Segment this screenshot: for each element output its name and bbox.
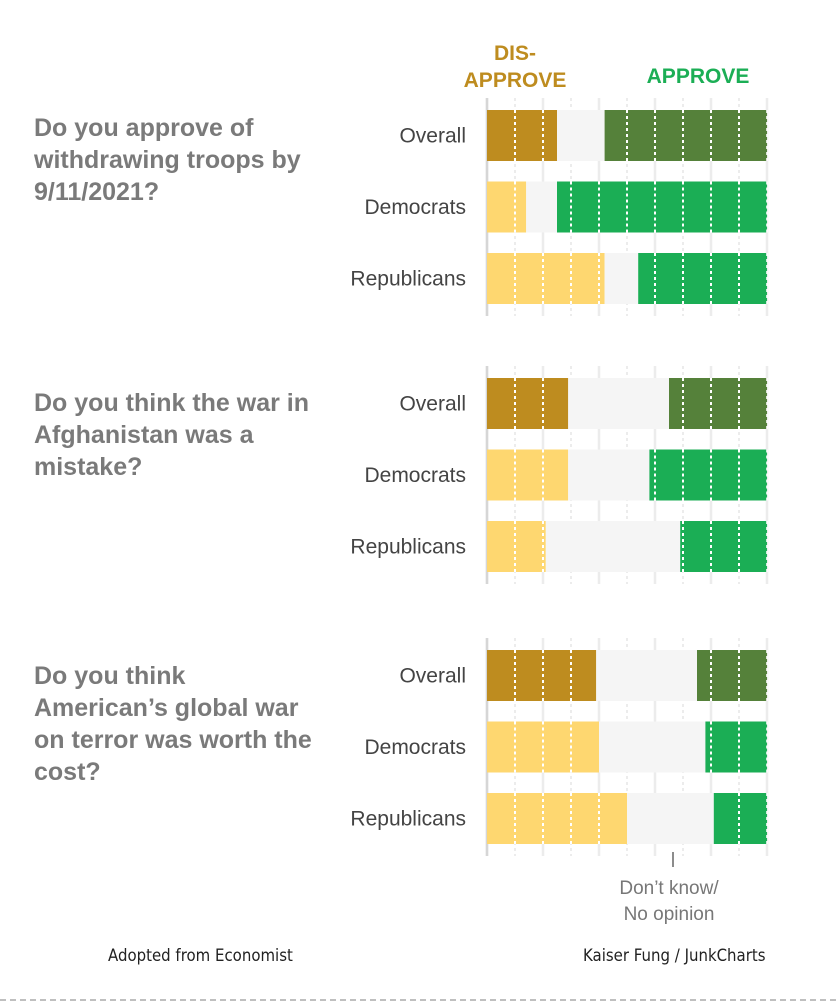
bar-approve xyxy=(649,449,767,501)
bar-dont-know xyxy=(604,253,639,304)
category-label: Overall xyxy=(399,393,466,416)
bar-approve xyxy=(638,253,767,304)
bar-approve xyxy=(680,521,767,572)
bar-disapprove xyxy=(487,110,557,161)
bar-dont-know xyxy=(599,721,706,773)
question-2: Do you think the war in Afghanistan was … xyxy=(34,389,310,481)
category-label: Overall xyxy=(399,125,466,148)
bar-approve xyxy=(557,181,767,233)
dont-know-label: Don’t know/No opinion xyxy=(619,878,719,925)
category-label: Democrats xyxy=(364,464,466,487)
bar-disapprove xyxy=(487,449,569,501)
category-label: Republicans xyxy=(350,536,466,559)
bar-dont-know xyxy=(596,650,697,701)
bar-approve xyxy=(669,378,767,429)
category-label: Democrats xyxy=(364,196,466,219)
category-label: Democrats xyxy=(364,736,466,759)
bar-approve xyxy=(697,650,767,701)
bar-approve xyxy=(604,110,767,161)
bar-approve xyxy=(713,793,767,844)
category-label: Overall xyxy=(399,665,466,688)
bar-approve xyxy=(705,721,767,773)
question-1: Do you approve of withdrawing troops by … xyxy=(34,114,301,206)
bar-dont-know xyxy=(627,793,714,844)
bar-disapprove xyxy=(487,181,527,233)
footer-source: Adopted from Economist xyxy=(108,946,293,966)
category-label: Republicans xyxy=(350,268,466,291)
bar-disapprove xyxy=(487,253,605,304)
header-disapprove: DIS-APPROVE xyxy=(464,42,567,92)
bar-disapprove xyxy=(487,521,546,572)
bar-dont-know xyxy=(568,449,650,501)
bar-dont-know xyxy=(568,378,669,429)
footer-credit: Kaiser Fung / JunkCharts xyxy=(583,946,766,966)
bar-dont-know xyxy=(557,110,605,161)
bar-disapprove xyxy=(487,793,627,844)
bar-disapprove xyxy=(487,378,569,429)
question-3: Do you think American’s global war on te… xyxy=(34,662,312,786)
bar-disapprove xyxy=(487,650,597,701)
category-label: Republicans xyxy=(350,808,466,831)
header-approve: APPROVE xyxy=(647,65,750,88)
bar-dont-know xyxy=(526,181,557,233)
bar-dont-know xyxy=(545,521,681,572)
